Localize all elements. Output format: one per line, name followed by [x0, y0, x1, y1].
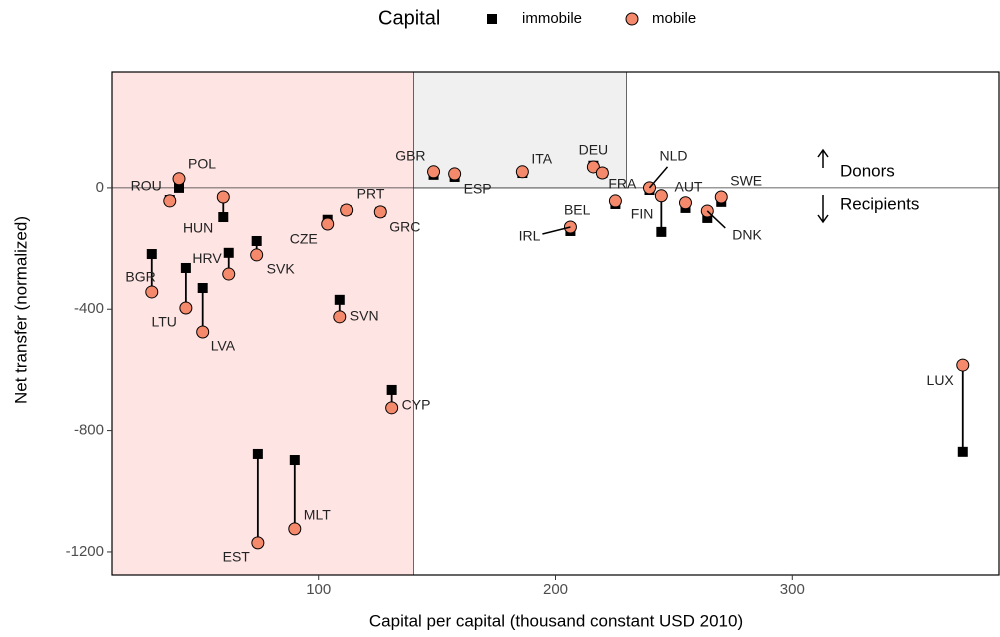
annotation: Recipients — [840, 194, 919, 213]
y-tick-label: -800 — [74, 422, 104, 439]
y-tick-label: -400 — [74, 300, 104, 317]
mobile-point — [448, 167, 462, 181]
mobile-point — [163, 194, 177, 208]
mobile-point — [373, 205, 387, 219]
point-label: BEL — [564, 202, 591, 218]
point-label: ESP — [464, 181, 492, 197]
point-label: HRV — [192, 250, 222, 266]
mobile-point — [427, 165, 441, 179]
mobile-point — [172, 172, 186, 186]
immobile-point — [223, 247, 234, 258]
mobile-point — [586, 160, 600, 174]
x-axis-title: Capital per capital (thousand constant U… — [369, 611, 743, 630]
immobile-point — [218, 212, 229, 223]
x-tick-label: 300 — [780, 581, 805, 598]
legend-title: Capital — [378, 7, 440, 29]
mobile-point — [333, 310, 347, 324]
point-label: SWE — [730, 173, 762, 189]
mobile-point — [595, 166, 609, 180]
point-label: CZE — [290, 231, 318, 247]
point-label: EST — [223, 549, 251, 565]
region — [111, 71, 414, 576]
donor-arrows — [817, 148, 829, 224]
mobile-point — [956, 358, 970, 372]
mobile-point — [340, 203, 354, 217]
legend-marker — [487, 14, 497, 24]
mobile-point — [654, 189, 668, 203]
immobile-point — [957, 446, 968, 457]
point-label: LUX — [927, 372, 955, 388]
mobile-point — [250, 248, 264, 262]
x-tick-label: 100 — [306, 581, 331, 598]
mobile-point — [515, 165, 529, 179]
point-label: DNK — [732, 227, 762, 243]
x-tick-label: 200 — [543, 581, 568, 598]
mobile-point — [288, 522, 302, 536]
point-label: BGR — [125, 269, 155, 285]
mobile-point — [196, 325, 210, 339]
leader-line — [706, 210, 726, 229]
point-label: PRT — [357, 186, 385, 202]
mobile-point — [321, 217, 335, 231]
legend-label: mobile — [652, 10, 696, 27]
immobile-point — [252, 448, 263, 459]
immobile-point — [386, 384, 397, 395]
point-label: DEU — [579, 142, 609, 158]
point-label: ITA — [531, 151, 552, 167]
point-label: ROU — [131, 178, 162, 194]
leader-line — [648, 166, 669, 189]
point-label: MLT — [304, 507, 331, 523]
point-label: IRL — [519, 228, 541, 244]
point-label: HUN — [183, 220, 213, 236]
point-label: NLD — [660, 148, 688, 164]
mobile-point — [714, 190, 728, 204]
mobile-point — [608, 194, 622, 208]
immobile-point — [174, 182, 185, 193]
legend-marker — [625, 12, 639, 26]
immobile-point — [656, 226, 667, 237]
point-label: POL — [188, 155, 216, 171]
mobile-point — [179, 301, 193, 315]
point-label: SVK — [267, 261, 296, 277]
immobile-point — [289, 455, 300, 466]
annotation: Donors — [840, 161, 895, 180]
point-label: FIN — [631, 205, 654, 221]
y-axis-title: Net transfer (normalized) — [11, 216, 30, 404]
point-label: GRC — [389, 219, 420, 235]
point-label: GBR — [395, 148, 425, 164]
legend-label: immobile — [522, 10, 582, 27]
mobile-point — [385, 401, 399, 415]
point-label: SVN — [350, 308, 379, 324]
point-label: FRA — [608, 176, 637, 192]
immobile-point — [334, 294, 345, 305]
y-tick-label: 0 — [96, 179, 104, 196]
immobile-point — [146, 249, 157, 260]
y-tick-label: -1200 — [66, 543, 104, 560]
mobile-point — [222, 267, 236, 281]
point-label: CYP — [402, 397, 431, 413]
leader-line — [542, 226, 571, 235]
immobile-point — [251, 235, 262, 246]
mobile-point — [251, 536, 265, 550]
point-label: LVA — [211, 338, 236, 354]
mobile-point — [216, 190, 230, 204]
mobile-point — [678, 196, 692, 210]
mobile-point — [145, 285, 159, 299]
point-label: LTU — [151, 314, 176, 330]
immobile-point — [180, 262, 191, 273]
point-label: AUT — [674, 178, 702, 194]
immobile-point — [702, 212, 713, 223]
immobile-point — [197, 283, 208, 294]
